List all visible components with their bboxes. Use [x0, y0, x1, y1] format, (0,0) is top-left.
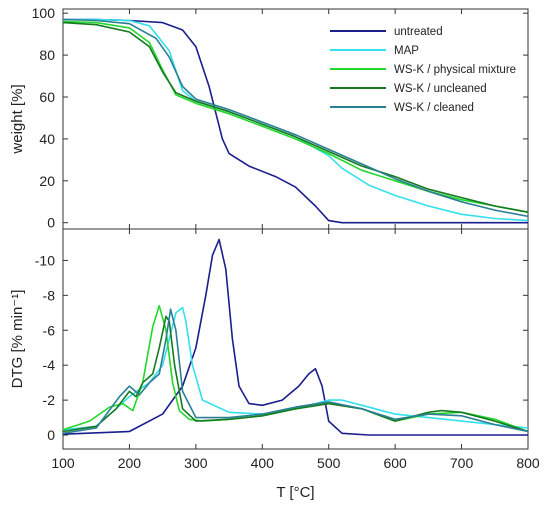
weight-ytick-label: 40 — [39, 131, 55, 147]
x-tick-label: 500 — [317, 455, 341, 471]
weight-ytick-label: 0 — [47, 215, 55, 231]
weight-series-ws-k-uncleaned — [62, 21, 529, 213]
dtg-ytick-label: 0 — [47, 427, 55, 443]
dtg-ytick-label: -10 — [35, 252, 55, 268]
weight-ticks: 0 20 40 60 80 100 — [32, 5, 529, 231]
weight-series-map — [63, 18, 529, 222]
weight-ytick-label: 100 — [32, 5, 56, 21]
weight-series-lines — [62, 18, 529, 224]
dtg-ytick-label: -8 — [43, 287, 56, 303]
legend-label: WS-K / physical mixture — [394, 64, 516, 76]
dtg-series-map — [62, 306, 529, 431]
x-tick-label: 100 — [51, 455, 75, 471]
x-tick-label: 700 — [450, 455, 474, 471]
weight-ytick-label: 20 — [39, 173, 55, 189]
dtg-y-axis-label: DTG [% min⁻¹] — [9, 290, 26, 389]
legend-label: untreated — [394, 26, 443, 38]
dtg-series-untreated — [62, 238, 528, 436]
x-tick-label: 800 — [516, 455, 540, 471]
dtg-ytick-label: -2 — [43, 392, 56, 408]
x-tick-label: 200 — [118, 455, 142, 471]
dtg-panel: 0 -2 -4 -6 -8 -10 100 200 300 400 500 600 700 800 DTG… — [9, 228, 540, 501]
dtg-plot-frame — [62, 228, 529, 450]
legend-label: MAP — [394, 45, 419, 57]
dtg-series-ws-k-uncleaned — [62, 315, 529, 433]
weight-ytick-label: 60 — [39, 89, 55, 105]
weight-series-untreated — [63, 18, 528, 224]
legend-label: WS-K / cleaned — [394, 102, 474, 114]
x-tick-label: 600 — [383, 455, 407, 471]
dtg-ytick-label: -6 — [43, 322, 56, 338]
weight-series-ws-k-cleaned — [62, 18, 529, 218]
weight-series-ws-k-physical-mixture — [62, 20, 529, 213]
x-tick-label: 300 — [184, 455, 208, 471]
legend-label: WS-K / uncleaned — [394, 83, 487, 95]
dtg-series-ws-k-cleaned — [62, 308, 529, 435]
x-axis-label: T [°C] — [276, 484, 314, 501]
dtg-ticks: 0 -2 -4 -6 -8 -10 100 200 300 400 500 600 700 800 — [35, 229, 540, 471]
weight-y-axis-label: weight [%] — [9, 84, 26, 154]
dtg-ytick-label: -4 — [43, 357, 56, 373]
dtg-series-lines — [62, 238, 529, 436]
legend: untreated MAP WS-K / physical mixture WS-K … — [330, 26, 516, 114]
x-tick-label: 400 — [251, 455, 275, 471]
weight-panel: 0 20 40 60 80 100 weight [%] untreated MAP WS-K… — [9, 5, 529, 231]
weight-ytick-label: 80 — [39, 47, 55, 63]
